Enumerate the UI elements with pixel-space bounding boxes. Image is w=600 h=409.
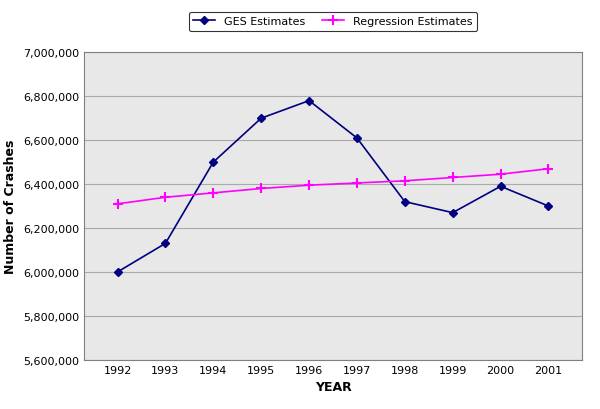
GES Estimates (401, 200, 409, 204)
Regression Estimates (209, 191, 217, 196)
Regression Estimates (545, 167, 552, 172)
Regression Estimates (162, 196, 169, 200)
GES Estimates (209, 160, 217, 165)
Legend: GES Estimates, Regression Estimates: GES Estimates, Regression Estimates (189, 13, 477, 31)
GES Estimates (497, 184, 504, 189)
Regression Estimates (401, 179, 409, 184)
Regression Estimates (449, 175, 457, 180)
Regression Estimates (114, 202, 121, 207)
GES Estimates (114, 270, 121, 275)
GES Estimates (353, 136, 361, 141)
Regression Estimates (497, 172, 504, 177)
GES Estimates (257, 117, 265, 121)
Line: GES Estimates: GES Estimates (115, 99, 551, 275)
Regression Estimates (305, 183, 313, 188)
Regression Estimates (353, 181, 361, 186)
GES Estimates (162, 241, 169, 246)
Line: Regression Estimates: Regression Estimates (113, 164, 553, 209)
X-axis label: YEAR: YEAR (314, 380, 352, 393)
GES Estimates (305, 99, 313, 104)
Regression Estimates (257, 187, 265, 191)
GES Estimates (545, 204, 552, 209)
GES Estimates (449, 211, 457, 216)
Y-axis label: Number of Crashes: Number of Crashes (4, 139, 17, 274)
